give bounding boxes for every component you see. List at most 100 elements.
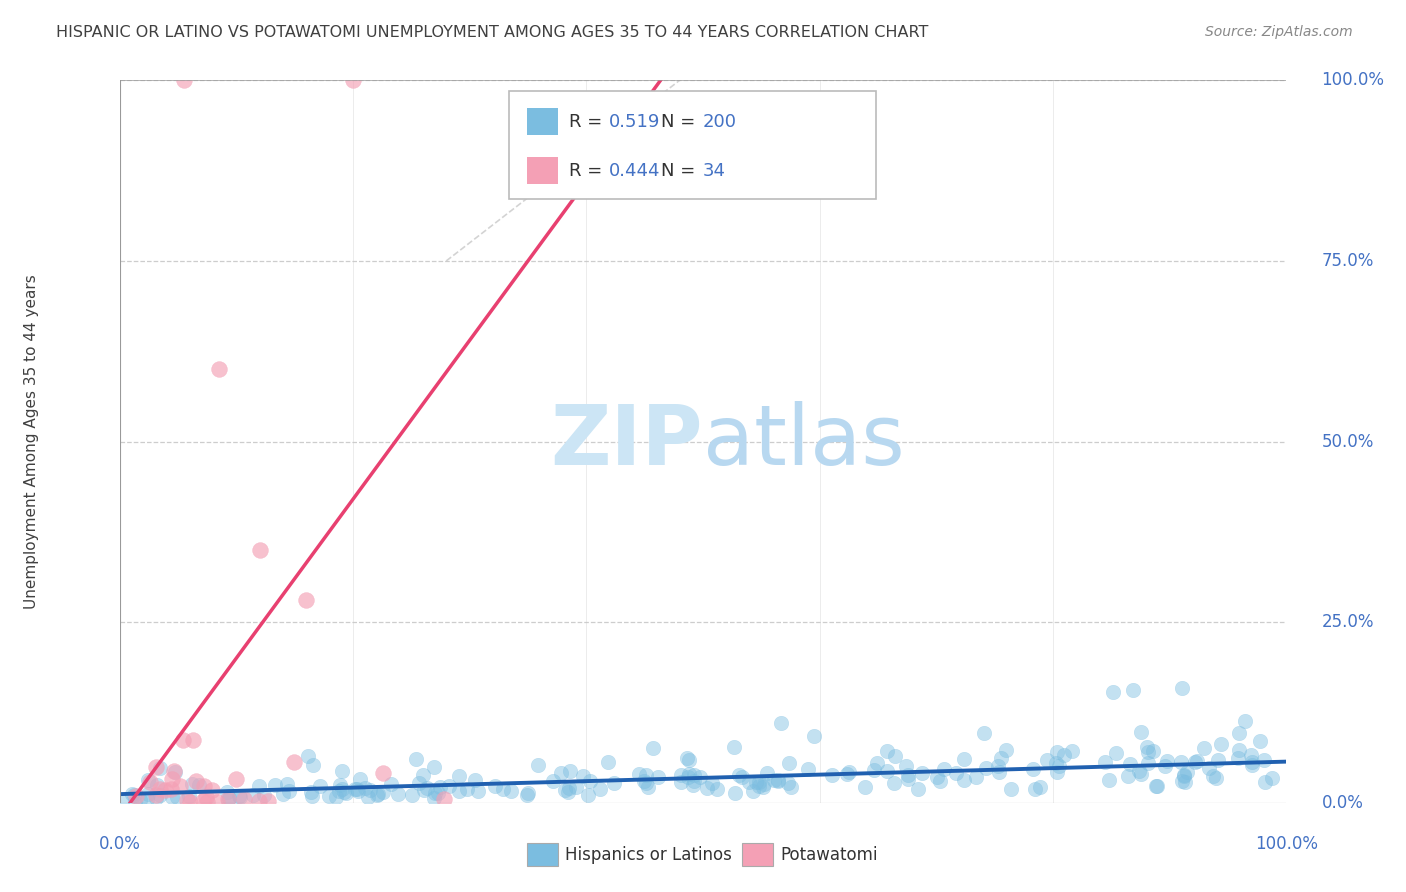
Point [1241,758,1264,772]
Point [456,781,478,796]
Point [748,774,770,789]
Text: HISPANIC OR LATINO VS POTAWATOMI UNEMPLOYMENT AMONG AGES 35 TO 44 YEARS CORRELAT: HISPANIC OR LATINO VS POTAWATOMI UNEMPLO… [56,25,928,40]
Point [1062,744,1084,758]
Point [249,542,271,557]
Text: 0.0%: 0.0% [1322,794,1364,812]
Point [678,753,700,767]
Text: Potawatomi: Potawatomi [780,846,877,863]
Point [927,770,949,784]
Point [263,778,285,792]
Point [145,791,167,805]
Point [669,774,692,789]
Point [136,792,159,806]
Point [1053,747,1076,762]
Point [748,779,770,793]
Point [277,784,299,798]
Point [302,757,325,772]
Point [125,789,148,803]
Point [527,758,550,772]
Point [516,788,538,802]
Point [1171,774,1194,789]
Point [572,769,595,783]
Text: ZIP: ZIP [551,401,703,482]
Point [838,764,860,779]
Text: 75.0%: 75.0% [1322,252,1374,270]
Point [965,770,987,784]
Text: 0.519: 0.519 [609,113,661,131]
Point [853,780,876,794]
Point [359,783,381,797]
Text: 50.0%: 50.0% [1322,433,1374,450]
Point [934,762,956,776]
Point [1029,780,1052,794]
Point [1187,755,1209,769]
Point [557,785,579,799]
Point [770,716,793,731]
Point [634,768,657,782]
Point [1201,769,1223,783]
Point [778,776,800,790]
Point [184,773,207,788]
Point [408,776,430,790]
Point [884,749,907,764]
Point [217,785,239,799]
Point [589,781,612,796]
Point [1249,734,1271,748]
Point [883,776,905,790]
Point [349,772,371,786]
Point [484,779,506,793]
Point [1253,753,1275,767]
Point [550,766,572,780]
Point [768,772,790,787]
Point [1116,769,1139,783]
Point [342,73,364,87]
Point [330,764,353,778]
Point [756,765,779,780]
Point [837,767,859,781]
Point [256,794,278,808]
Point [335,786,357,800]
Point [897,772,920,786]
Point [953,773,976,788]
Point [1156,754,1178,768]
Point [217,791,239,805]
Point [1130,725,1153,739]
Point [242,788,264,802]
Point [136,772,159,787]
Point [628,767,651,781]
Point [752,780,775,794]
Point [907,781,929,796]
Point [373,766,395,780]
Point [706,781,728,796]
Point [343,781,366,796]
Point [1000,781,1022,796]
Point [247,794,270,808]
Point [1170,681,1192,696]
Point [422,760,444,774]
Point [299,785,322,799]
Point [778,756,800,771]
Point [413,783,436,797]
Point [1047,759,1070,773]
Point [367,787,389,801]
Point [179,795,201,809]
Point [1105,746,1128,760]
Point [297,748,319,763]
Point [136,787,159,801]
Point [741,783,763,797]
Point [328,784,350,798]
Point [283,755,305,769]
Point [1198,762,1220,776]
Point [188,778,211,792]
Point [876,744,898,758]
Point [516,786,538,800]
Point [169,779,191,793]
Point [347,783,370,797]
Point [205,795,228,809]
Point [371,785,394,799]
Point [162,764,184,778]
Point [149,761,172,775]
Point [433,792,456,806]
Point [1142,744,1164,758]
Point [193,779,215,793]
